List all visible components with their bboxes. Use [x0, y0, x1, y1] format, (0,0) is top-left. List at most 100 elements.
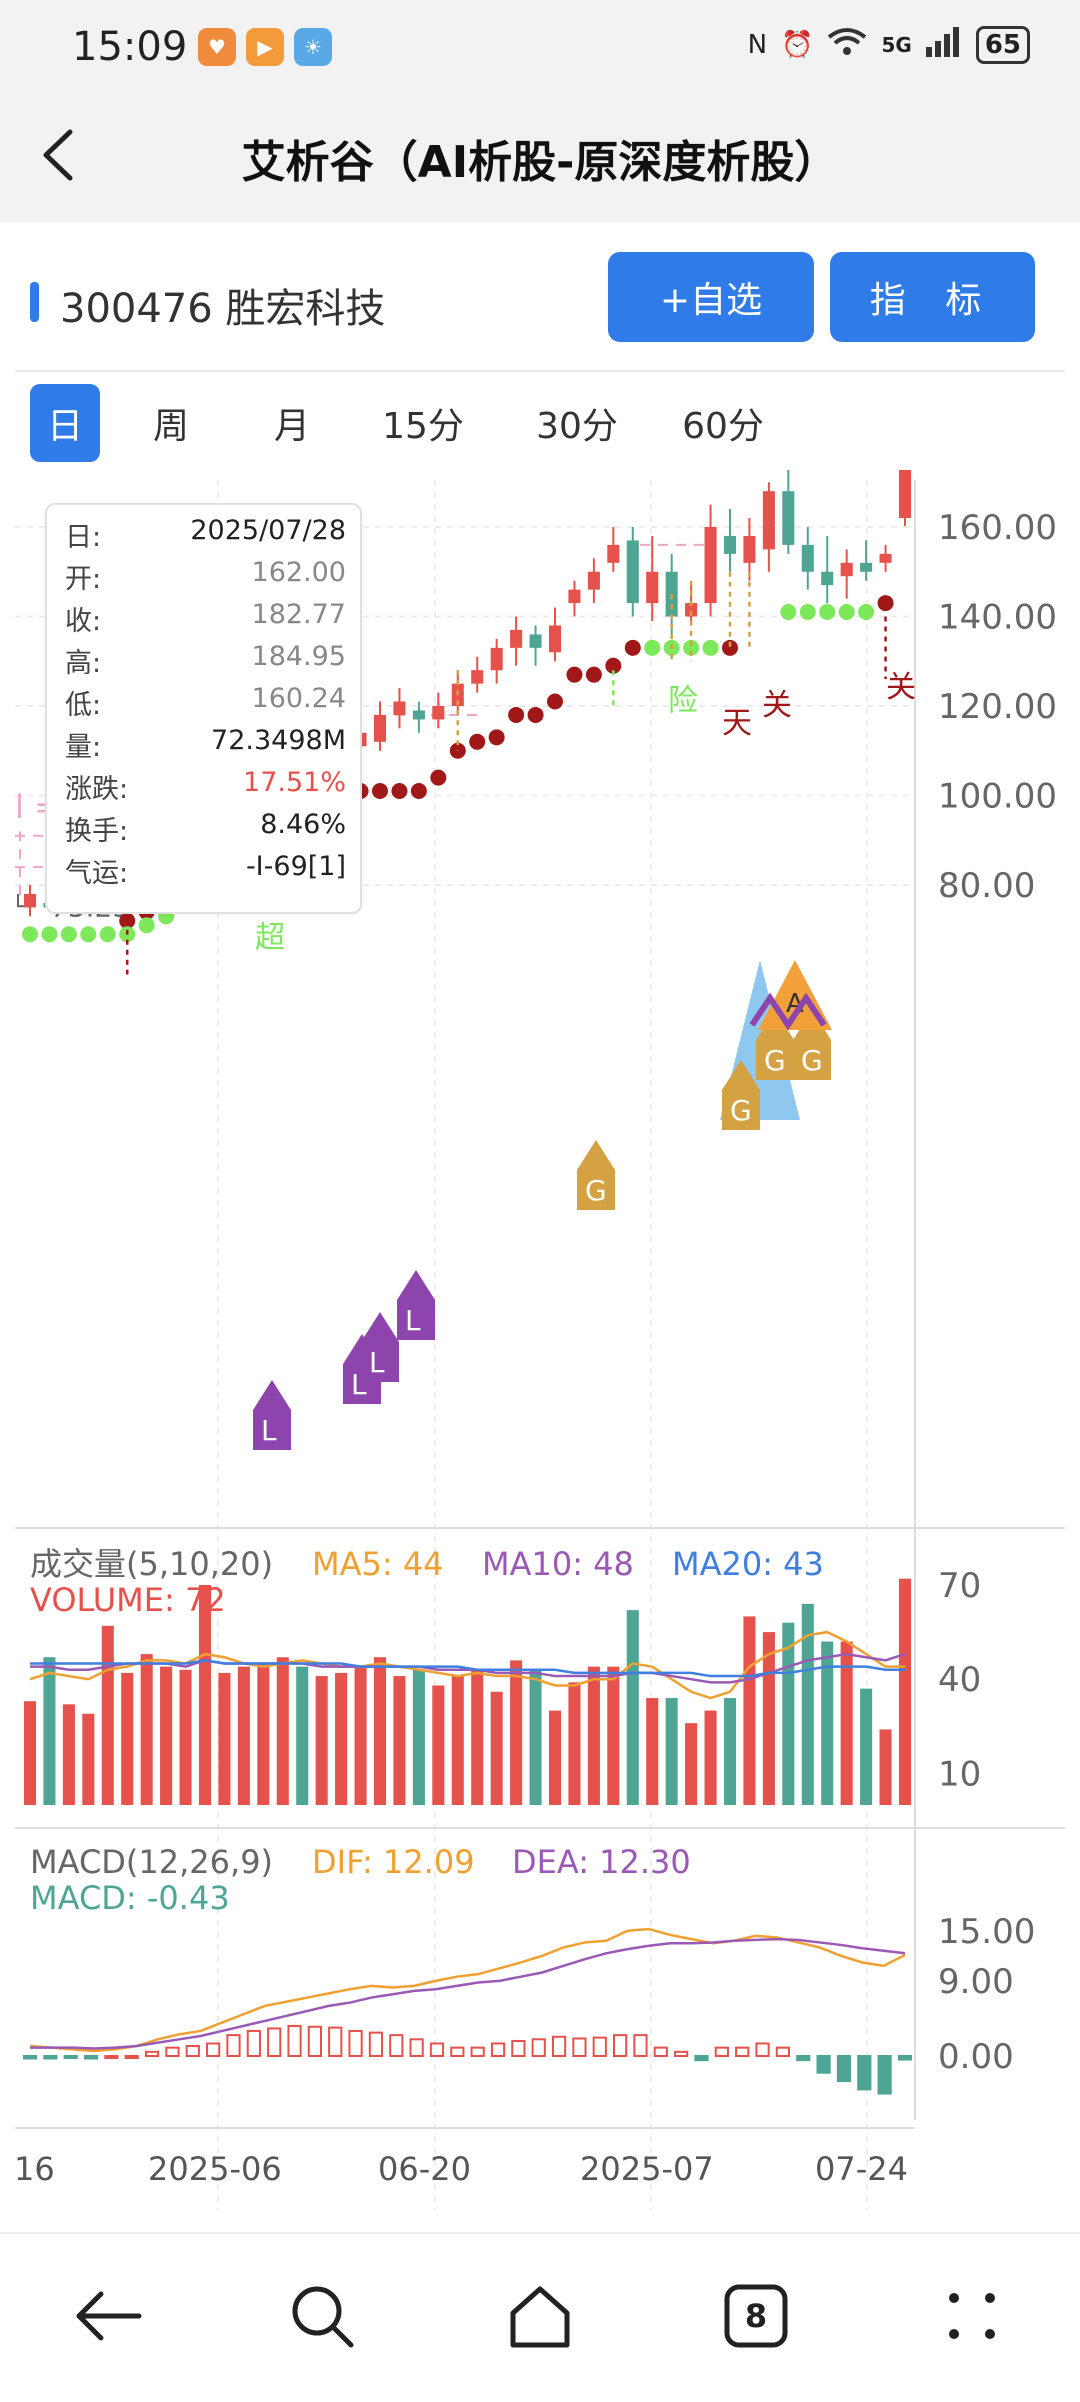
tab-period-4[interactable]: 30分: [536, 406, 618, 447]
volume-bar: [510, 1660, 523, 1805]
nav-tabs-button[interactable]: 8: [716, 2276, 796, 2356]
volume-bar: [801, 1603, 814, 1805]
macd-axis-label: 15.00: [938, 1912, 1035, 1952]
info-label: 开:: [65, 564, 102, 595]
candlestick: [723, 535, 737, 554]
support-dot: [430, 769, 447, 786]
arrow-left-icon: [76, 2291, 142, 2341]
support-dot: [488, 729, 505, 746]
macd-bar: [450, 2046, 465, 2058]
date-axis-label: 2025-07: [580, 2150, 714, 2188]
heart-app-icon: ♥: [198, 28, 236, 66]
macd-axis-label: 9.00: [938, 1962, 1014, 2002]
system-nav-bar: 8: [0, 2232, 1080, 2402]
macd-bar: [206, 2042, 221, 2057]
support-dot: [391, 783, 408, 800]
info-row: 开: 162.00: [65, 557, 346, 597]
nav-home-button[interactable]: [500, 2276, 580, 2356]
add-watchlist-button[interactable]: +自选: [608, 252, 814, 342]
candlestick: [490, 647, 503, 671]
support-dot: [527, 706, 544, 723]
volume-bar: [354, 1666, 367, 1805]
candlestick: [704, 527, 717, 604]
macd-dif-line: [29, 1927, 906, 2053]
support-dot: [605, 657, 622, 674]
volume-bar: [237, 1666, 250, 1805]
volume-bar: [62, 1704, 75, 1805]
macd-bar: [877, 2055, 892, 2095]
candlestick: [840, 562, 853, 577]
info-row: 气运: -I-69[1]: [65, 851, 346, 891]
battery-icon: 65: [975, 26, 1030, 64]
support-dot: [119, 912, 136, 929]
volume-title: 成交量(5,10,20): [30, 1545, 273, 1583]
divider: [15, 370, 1065, 372]
volume-ma10-line: [30, 1652, 906, 1684]
indicator-button[interactable]: 指 标: [830, 252, 1035, 342]
trend-dot: [22, 926, 38, 943]
info-label: 收:: [65, 606, 102, 637]
info-row: 涨跌: 17.51%: [65, 767, 346, 807]
signal-l-text: L: [369, 1346, 385, 1379]
tab-period-2[interactable]: 月: [273, 406, 310, 447]
signal-icon: [925, 26, 962, 64]
volume-bar: [179, 1669, 192, 1805]
macd-bar: [185, 2044, 200, 2057]
macd-bar: [287, 2024, 302, 2057]
macd-bar: [511, 2039, 526, 2057]
macd-bar: [714, 2046, 729, 2058]
macd-bar: [104, 2055, 119, 2059]
volume-bar: [218, 1672, 231, 1805]
support-dot: [877, 595, 894, 612]
back-button[interactable]: [30, 120, 90, 190]
volume-bar: [471, 1669, 484, 1805]
info-row: 收: 182.77: [65, 599, 346, 639]
candlestick: [548, 625, 562, 653]
macd-bar: [857, 2055, 872, 2091]
signal-l-shape: [397, 1270, 435, 1340]
volume-bar: [82, 1713, 95, 1805]
support-dot: [624, 639, 641, 656]
support-dot: [508, 706, 525, 723]
tab-period-0[interactable]: 日: [30, 384, 100, 462]
nav-search-button[interactable]: [282, 2276, 362, 2356]
macd-bar: [63, 2055, 78, 2059]
candlestick: [879, 553, 892, 563]
candlestick: [782, 491, 795, 545]
stock-chart[interactable]: 200.00160.00140.00120.00100.0080.00182.7…: [0, 470, 1080, 2210]
nav-back-button[interactable]: [68, 2276, 148, 2356]
volume-bar: [898, 1578, 912, 1805]
candlestick: [607, 544, 620, 563]
network-type: 5G: [881, 33, 912, 57]
candlestick: [801, 544, 814, 572]
trend-dot: [799, 604, 816, 621]
tab-period-5[interactable]: 60分: [682, 406, 764, 447]
info-value: 2025/07/28: [190, 515, 346, 546]
volume-ma10-label: MA10: 48: [482, 1545, 634, 1583]
tab-period-1[interactable]: 周: [152, 406, 189, 447]
signal-g-shape: [577, 1140, 615, 1210]
info-label: 量:: [65, 732, 102, 763]
volume-bar: [257, 1663, 270, 1805]
volume-bar: [23, 1701, 37, 1805]
macd-bar: [307, 2025, 322, 2058]
volume-bar: [432, 1685, 445, 1805]
macd-bar: [246, 2029, 261, 2057]
macd-value-label: MACD: -0.43: [30, 1879, 230, 1917]
home-icon: [510, 2286, 570, 2348]
macd-dea-line: [30, 1937, 906, 2050]
support-dot: [469, 733, 486, 750]
volume-ma5-label: MA5: 44: [312, 1545, 444, 1583]
trend-dot: [780, 604, 797, 621]
tab-period-3[interactable]: 15分: [382, 406, 464, 447]
trend-dot: [60, 926, 77, 943]
macd-bar: [328, 2026, 343, 2057]
info-row: 日: 2025/07/28: [65, 515, 346, 555]
trend-dot: [858, 604, 875, 621]
nav-menu-button[interactable]: [932, 2276, 1012, 2356]
candlestick: [762, 491, 775, 550]
info-label: 低:: [65, 690, 102, 721]
volume-bar: [43, 1657, 56, 1805]
tabs-icon: [724, 2284, 788, 2348]
info-label: 日:: [65, 522, 102, 553]
